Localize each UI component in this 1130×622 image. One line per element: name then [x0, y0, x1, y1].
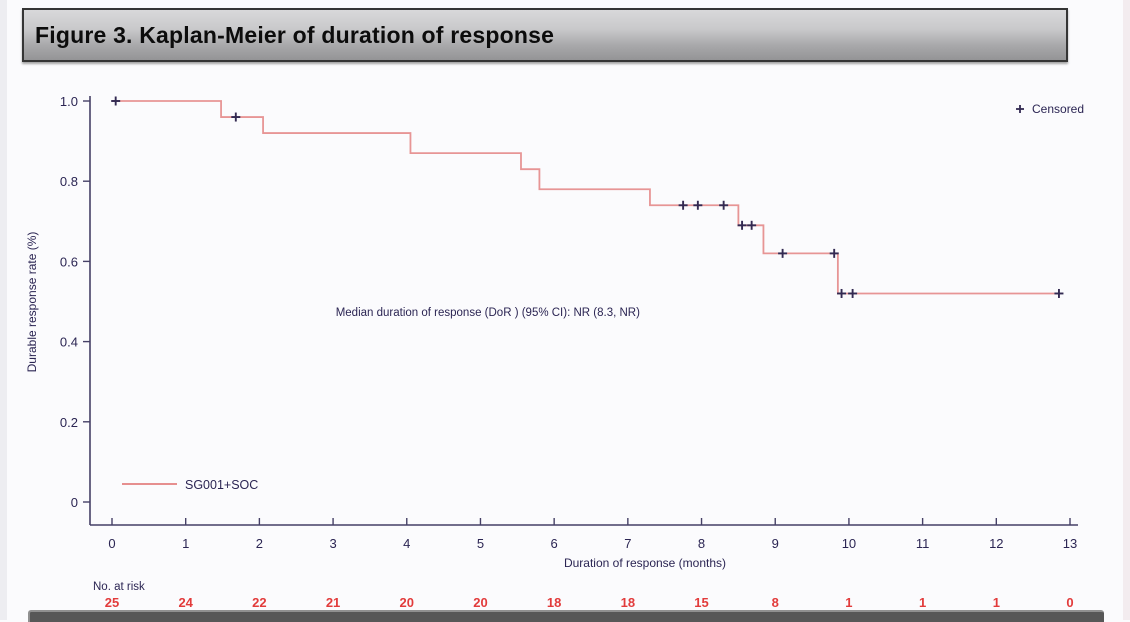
- x-tick-label: 13: [1063, 536, 1077, 551]
- page-right-edge: [1123, 0, 1130, 620]
- censor-mark: [829, 248, 839, 258]
- x-axis-ticks: 0 1 2 3 4 5 6 7 8 9 10 11 12 13: [108, 518, 1077, 551]
- x-tick-label: 6: [551, 536, 558, 551]
- y-tick-label: 0.8: [60, 174, 78, 189]
- risk-value: 20: [473, 595, 487, 610]
- y-axis-ticks: 0 0.2 0.4 0.6 0.8 1.0: [60, 94, 90, 510]
- x-tick-label: 5: [477, 536, 484, 551]
- risk-value: 25: [105, 595, 119, 610]
- median-dor-annotation: Median duration of response (DoR ) (95% …: [336, 307, 640, 319]
- censor-mark: [693, 200, 703, 210]
- x-tick-label: 4: [403, 536, 410, 551]
- risk-value: 1: [993, 595, 1000, 610]
- risk-value: 24: [178, 595, 193, 610]
- censor-mark: [837, 288, 847, 298]
- y-tick-label: 0: [71, 495, 78, 510]
- risk-value: 8: [772, 595, 779, 610]
- censor-mark: [848, 288, 858, 298]
- y-tick-label: 0.6: [60, 254, 78, 269]
- risk-value: 15: [694, 595, 708, 610]
- x-tick-label: 12: [989, 536, 1003, 551]
- risk-value: 1: [845, 595, 852, 610]
- risk-value: 21: [326, 595, 340, 610]
- y-tick-label: 0.4: [60, 335, 78, 350]
- x-tick-label: 8: [698, 536, 705, 551]
- censor-marks: [111, 96, 1064, 298]
- x-axis-title: Duration of response (months): [564, 556, 726, 570]
- risk-value: 22: [252, 595, 266, 610]
- x-tick-label: 11: [916, 536, 930, 551]
- risk-table-label: No. at risk: [93, 581, 145, 593]
- censor-mark: [1054, 288, 1064, 298]
- risk-value: 18: [621, 595, 635, 610]
- x-tick-label: 1: [182, 536, 189, 551]
- x-tick-label: 0: [108, 536, 115, 551]
- risk-value: 18: [547, 595, 561, 610]
- censor-mark: [778, 248, 788, 258]
- risk-table: No. at risk 25 24 22 21 20 20 18 18 15 8 1 1 1 0: [93, 581, 1074, 610]
- figure-title-bar: Figure 3. Kaplan-Meier of duration of re…: [22, 8, 1068, 62]
- censor-mark: [111, 96, 121, 106]
- censor-mark: [747, 220, 757, 230]
- y-tick-label: 1.0: [60, 94, 78, 109]
- x-tick-label: 9: [772, 536, 779, 551]
- series-legend-label: SG001+SOC: [185, 478, 258, 492]
- censored-legend: Censored: [1016, 102, 1084, 116]
- page-left-edge: [0, 0, 7, 620]
- censor-mark: [719, 200, 729, 210]
- x-tick-label: 3: [329, 536, 336, 551]
- risk-value: 1: [919, 595, 926, 610]
- censor-mark: [231, 112, 241, 122]
- x-tick-label: 10: [842, 536, 856, 551]
- censor-mark: [678, 200, 688, 210]
- figure-title: Figure 3. Kaplan-Meier of duration of re…: [35, 21, 555, 48]
- censored-legend-label: Censored: [1032, 102, 1084, 116]
- x-tick-label: 2: [256, 536, 263, 551]
- censor-mark: [737, 220, 747, 230]
- axes: [89, 96, 1078, 526]
- x-tick-label: 7: [624, 536, 631, 551]
- risk-value: 0: [1066, 595, 1073, 610]
- series-legend: SG001+SOC: [122, 478, 258, 492]
- next-figure-bar-cropped: [28, 610, 1104, 622]
- risk-value: 20: [400, 595, 414, 610]
- km-curve: [112, 100, 1059, 295]
- y-axis-title: Durable response rate (%): [25, 232, 39, 373]
- y-tick-label: 0.2: [60, 415, 78, 430]
